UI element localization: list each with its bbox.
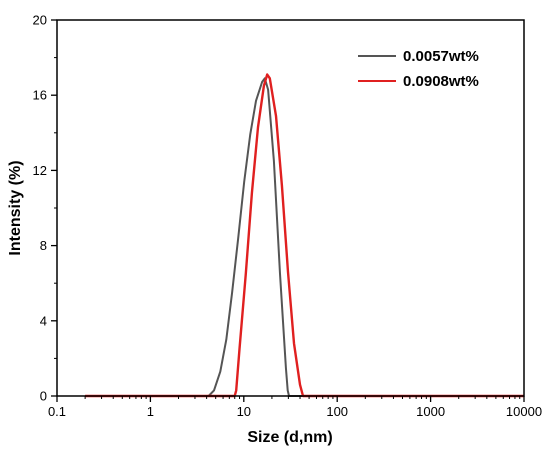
y-tick-label: 4 [40, 313, 47, 328]
x-tick-label: 1000 [416, 404, 445, 419]
y-tick-label: 20 [33, 13, 47, 28]
legend-label-1: 0.0057wt% [403, 48, 479, 65]
y-tick-label: 12 [33, 163, 47, 178]
series-line-2 [85, 73, 524, 398]
x-tick-label: 100 [326, 404, 348, 419]
x-axis-title: Size (d,nm) [247, 429, 332, 446]
x-tick-label: 10 [237, 404, 251, 419]
y-tick-label: 8 [40, 238, 47, 253]
legend-label-2: 0.0908wt% [403, 73, 479, 90]
y-axis-title: Intensity (%) [7, 160, 24, 255]
series-line-1 [85, 77, 524, 397]
x-tick-label: 10000 [506, 404, 542, 419]
y-tick-label: 0 [40, 389, 47, 404]
x-tick-label: 1 [147, 404, 154, 419]
legend: 0.0057wt% 0.0908wt% [358, 48, 479, 90]
series-layer [85, 73, 524, 398]
ticks-layer: 0.1 1 10 100 1000 10000 0 4 8 12 16 20 [33, 13, 543, 420]
y-tick-label: 16 [33, 88, 47, 103]
x-tick-label: 0.1 [48, 404, 66, 419]
